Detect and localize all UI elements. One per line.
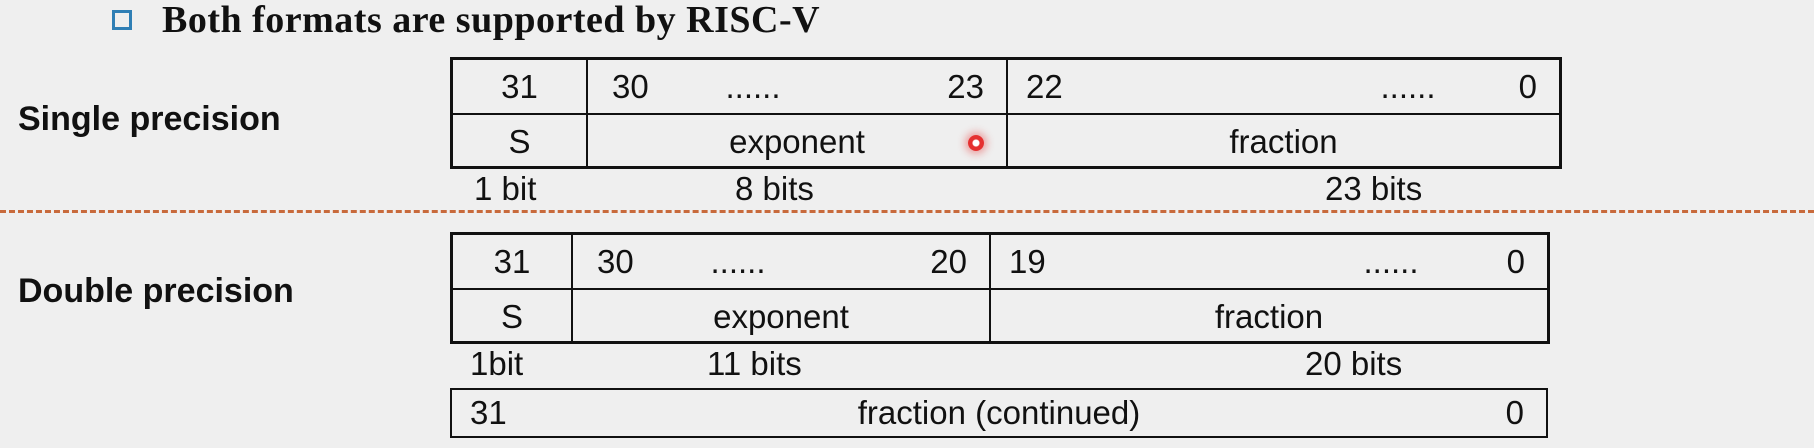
bit-dots: ...... [725,67,781,105]
bit-19: 19 [1009,242,1046,280]
bit-31: 31 [501,67,538,105]
bit-0: 0 [1518,67,1537,105]
sign-width-caption: 1 bit [474,170,537,207]
bit-0: 0 [1505,394,1524,431]
exponent-field: exponent [713,297,849,335]
double-precision-grid: 31 30 ...... 20 19 ...... 0 S exponent f… [450,232,1550,344]
sign-width-caption: 1bit [470,345,524,382]
fraction-field: fraction [1214,297,1324,335]
pointer-cursor-icon [968,135,984,151]
bit-dots: ...... [1380,67,1436,105]
bit-dots: ...... [710,242,766,280]
heading-row: Both formats are supported by RISC-V [112,0,821,41]
sign-field: S [508,122,531,160]
bit-20: 20 [930,242,967,280]
exponent-width-caption: 11 bits [707,345,802,382]
section-divider [0,210,1814,213]
fraction-continued-field: fraction (continued) [857,394,1141,431]
bit-31: 31 [470,394,507,431]
bit-31: 31 [493,242,531,280]
bit-0: 0 [1506,242,1525,280]
sign-field: S [500,297,524,335]
single-precision-grid: 31 30 ...... 23 22 ...... 0 S exponent f… [450,57,1562,169]
fraction-width-caption: 23 bits [1325,170,1423,207]
double-precision-label: Double precision [18,272,294,310]
bit-23: 23 [947,67,984,105]
bit-22: 22 [1026,67,1063,105]
exponent-field: exponent [729,122,865,160]
bit-dots: ...... [1363,242,1419,280]
fraction-width-caption: 20 bits [1305,345,1403,382]
fraction-continued-grid: 31 fraction (continued) 0 [450,388,1548,438]
bit-30: 30 [597,242,634,280]
square-bullet-icon [112,10,132,30]
bit-30: 30 [612,67,649,105]
exponent-width-caption: 8 bits [735,170,814,207]
single-precision-label: Single precision [18,100,281,138]
fraction-field: fraction [1229,122,1338,160]
heading-text: Both formats are supported by RISC-V [162,0,821,41]
